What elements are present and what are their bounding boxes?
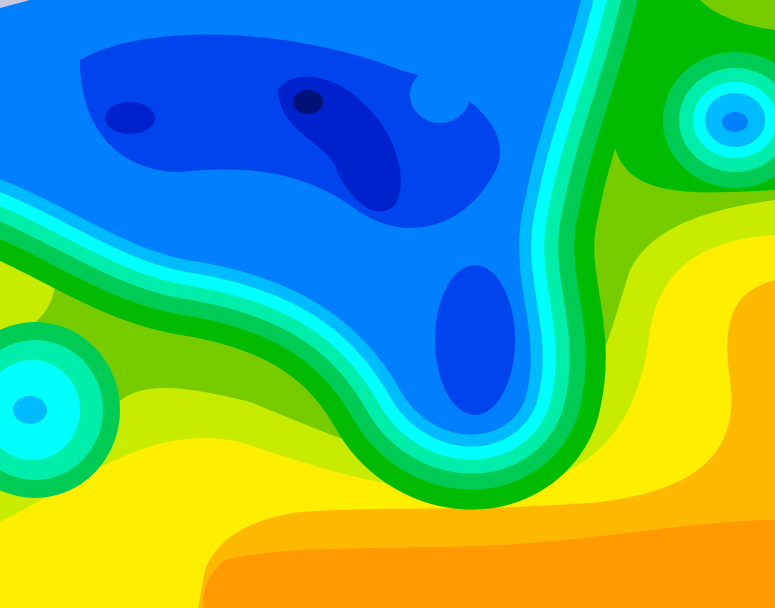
- corner-sliver: [0, 0, 30, 8]
- band-light-green-corner: [700, 0, 775, 30]
- band-navy-west: [105, 102, 155, 134]
- band-deep-blue-south: [435, 265, 515, 415]
- east-blob-blue: [722, 112, 748, 132]
- west-blob-light-blue: [13, 396, 47, 424]
- band-darkest: [293, 90, 323, 114]
- band-blue-inner: [410, 67, 470, 123]
